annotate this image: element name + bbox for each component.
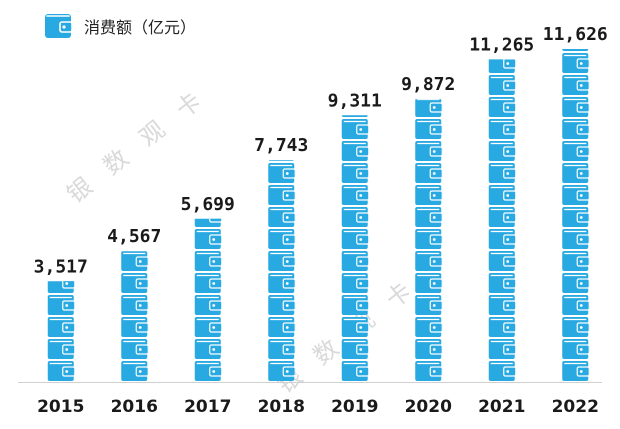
bar-2019 <box>341 115 369 381</box>
bar-2016 <box>121 251 149 381</box>
wallet-icon <box>45 14 73 38</box>
bar-2018 <box>268 160 296 381</box>
value-label-2016: 4,567 <box>107 226 161 247</box>
bar-2015 <box>47 281 75 381</box>
x-tick-2022: 2022 <box>552 397 599 417</box>
value-label-2021: 11,265 <box>469 34 534 55</box>
bar-2017 <box>194 218 222 381</box>
bar-2021 <box>488 59 516 381</box>
value-label-2017: 5,699 <box>181 194 235 215</box>
x-tick-2020: 2020 <box>405 397 452 417</box>
x-tick-2015: 2015 <box>37 397 84 417</box>
value-label-2015: 3,517 <box>34 256 88 277</box>
x-tick-2021: 2021 <box>478 397 525 417</box>
x-tick-2016: 2016 <box>111 397 158 417</box>
value-label-2020: 9,872 <box>401 74 455 95</box>
x-tick-2017: 2017 <box>184 397 231 417</box>
bar-2022 <box>562 49 590 381</box>
bar-2020 <box>415 99 443 381</box>
x-tick-2018: 2018 <box>258 397 305 417</box>
chart-legend: 消费额（亿元） <box>44 12 196 40</box>
value-label-2018: 7,743 <box>254 135 308 156</box>
value-label-2022: 11,626 <box>543 24 608 45</box>
value-label-2019: 9,311 <box>328 90 382 111</box>
x-tick-2019: 2019 <box>331 397 378 417</box>
legend-label: 消费额（亿元） <box>84 18 197 37</box>
